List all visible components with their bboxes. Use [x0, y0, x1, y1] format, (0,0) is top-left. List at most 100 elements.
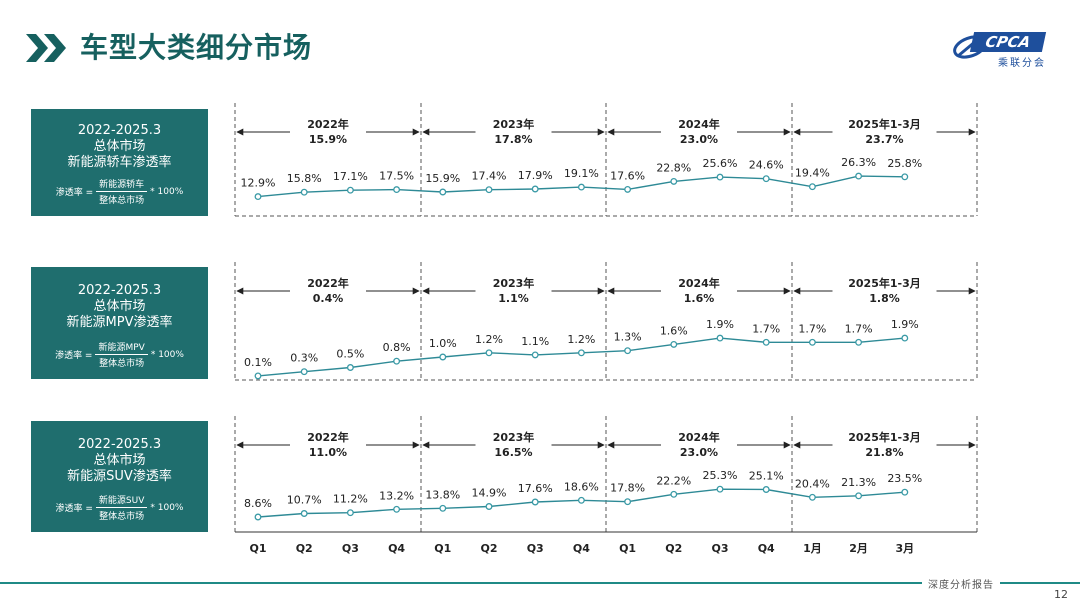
data-point	[393, 505, 401, 513]
data-point	[346, 364, 354, 371]
period-total-label: 23.0%	[680, 133, 718, 146]
data-point	[808, 493, 816, 501]
data-label: 1.9%	[891, 318, 919, 331]
data-point	[762, 338, 770, 346]
period-total-label: 0.4%	[313, 292, 344, 305]
period-group-label: 2024年	[678, 117, 720, 131]
data-label: 25.1%	[749, 470, 784, 483]
info-box-sedan: 2022-2025.3 总体市场 新能源轿车渗透率 渗透率 = 新能源轿车 整体…	[31, 109, 208, 216]
period-total-label: 11.0%	[309, 446, 347, 459]
data-point	[300, 368, 308, 376]
data-point	[485, 503, 493, 510]
data-point	[393, 357, 401, 365]
info-scope: 总体市场	[93, 139, 146, 154]
formula-numerator: 新能源SUV	[95, 493, 148, 508]
data-point	[531, 498, 539, 506]
x-tick-label: Q1	[619, 542, 636, 555]
data-point	[346, 509, 354, 517]
period-group-label: 2022年	[307, 430, 349, 444]
data-label: 18.6%	[564, 480, 599, 493]
info-scope: 总体市场	[93, 299, 146, 314]
data-point	[624, 185, 632, 193]
data-point	[577, 349, 585, 357]
data-point	[300, 510, 308, 517]
data-point	[901, 173, 909, 181]
data-label: 1.7%	[752, 322, 780, 335]
data-point	[716, 485, 724, 493]
data-label: 22.2%	[656, 474, 691, 487]
info-period: 2022-2025.3	[77, 437, 162, 452]
period-group-label: 2023年	[493, 276, 535, 290]
data-point	[439, 504, 447, 512]
x-tick-label: Q3	[711, 542, 728, 555]
formula-numerator: 新能源MPV	[95, 340, 148, 355]
data-label: 19.4%	[795, 167, 830, 180]
data-point	[577, 183, 585, 191]
period-group-label: 2023年	[493, 117, 535, 131]
formula-denominator: 整体总市场	[99, 512, 145, 522]
x-tick-label: Q3	[527, 542, 544, 555]
footer-text: 深度分析报告	[922, 576, 1000, 591]
data-label: 22.8%	[656, 161, 691, 174]
footer-divider	[0, 582, 1080, 584]
formula-fraction: 新能源轿车 整体总市场	[96, 177, 148, 206]
data-point	[300, 188, 308, 196]
data-point	[762, 175, 770, 183]
x-tick-label: 2月	[849, 542, 868, 555]
data-point	[485, 186, 493, 194]
data-point	[808, 338, 816, 346]
period-total-label: 21.8%	[865, 446, 903, 459]
period-group-label: 2024年	[678, 276, 720, 290]
data-label: 24.6%	[749, 159, 784, 172]
data-label: 12.9%	[241, 177, 276, 190]
period-total-label: 17.8%	[494, 133, 532, 146]
data-point	[439, 188, 447, 196]
formula-label: 渗透率 =	[55, 504, 93, 514]
info-metric: 新能源MPV渗透率	[66, 315, 173, 330]
x-tick-label: Q3	[342, 542, 359, 555]
data-point	[531, 185, 539, 193]
data-point	[439, 353, 447, 361]
data-label: 1.2%	[475, 333, 503, 346]
formula-fraction: 新能源SUV 整体总市场	[95, 493, 148, 522]
data-label: 13.2%	[379, 489, 414, 502]
info-box-mpv: 2022-2025.3 总体市场 新能源MPV渗透率 渗透率 = 新能源MPV …	[31, 267, 208, 379]
data-label: 21.3%	[841, 476, 876, 489]
data-point	[624, 347, 632, 355]
formula-denominator: 整体总市场	[99, 359, 145, 369]
period-group-label: 2024年	[678, 430, 720, 444]
data-point	[254, 193, 262, 201]
period-group-label: 2025年1-3月	[848, 276, 921, 290]
data-point	[901, 334, 909, 342]
data-label: 15.8%	[287, 172, 322, 185]
info-box-suv: 2022-2025.3 总体市场 新能源SUV渗透率 渗透率 = 新能源SUV …	[31, 421, 208, 532]
period-group-label: 2023年	[493, 430, 535, 444]
data-point	[254, 372, 262, 380]
formula-label: 渗透率 =	[55, 351, 93, 361]
period-total-label: 1.8%	[869, 292, 900, 305]
data-point	[670, 177, 678, 185]
data-label: 17.6%	[610, 169, 645, 182]
data-label: 20.4%	[795, 477, 830, 490]
data-point	[855, 492, 863, 500]
penetration-formula: 渗透率 = 新能源SUV 整体总市场 * 100%	[31, 493, 208, 522]
data-point	[485, 349, 493, 357]
data-label: 10.7%	[287, 494, 322, 507]
data-label: 14.9%	[472, 487, 507, 500]
data-label: 0.1%	[244, 356, 272, 369]
data-label: 19.1%	[564, 167, 599, 180]
info-metric: 新能源轿车渗透率	[67, 155, 172, 170]
data-point	[855, 172, 863, 180]
x-tick-label: Q1	[249, 542, 266, 555]
data-point	[346, 186, 354, 194]
data-label: 17.5%	[379, 170, 414, 183]
data-point	[762, 486, 770, 493]
info-metric: 新能源SUV渗透率	[67, 469, 172, 484]
logo-subtext: 乘联分会	[998, 58, 1046, 69]
data-label: 1.1%	[521, 335, 549, 348]
data-label: 13.8%	[425, 488, 460, 501]
period-total-label: 23.0%	[680, 446, 718, 459]
data-point	[531, 351, 539, 359]
period-total-label: 1.1%	[498, 292, 529, 305]
data-label: 17.4%	[472, 170, 507, 183]
